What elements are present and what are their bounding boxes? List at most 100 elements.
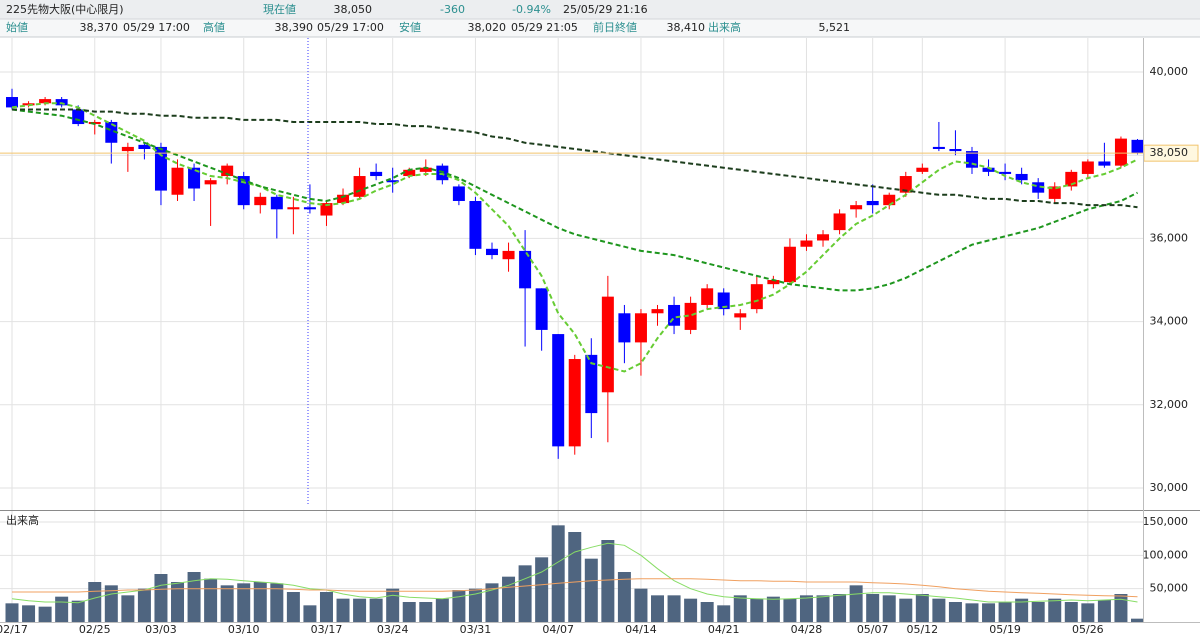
volume-bar xyxy=(651,595,665,622)
candle-body xyxy=(502,250,515,260)
candle-body xyxy=(337,194,350,204)
candle-body xyxy=(419,167,432,172)
volume-bar xyxy=(750,598,764,622)
candle-body xyxy=(370,171,383,177)
candle-body xyxy=(750,284,763,310)
x-tick-label: 03/31 xyxy=(460,623,492,634)
x-tick-label: 03/17 xyxy=(311,623,343,634)
candle-body xyxy=(1015,173,1028,181)
volume-bar xyxy=(1064,602,1078,622)
candle-body xyxy=(1048,186,1061,199)
candle-body xyxy=(138,144,151,150)
candle-body xyxy=(403,169,416,177)
candle-body xyxy=(916,167,929,172)
volume-bar xyxy=(286,592,300,622)
volume-bar xyxy=(303,605,317,622)
y-tick-label: 34,000 xyxy=(1150,315,1189,328)
candle-body xyxy=(1081,161,1094,174)
moving-average xyxy=(12,108,1138,209)
candle-body xyxy=(684,302,697,330)
field-value: 38,410 xyxy=(667,21,706,34)
candle-body xyxy=(154,146,167,191)
x-tick-label: 04/28 xyxy=(791,623,823,634)
candle-body xyxy=(767,280,780,285)
volume-bar xyxy=(22,605,36,622)
volume-bar xyxy=(171,582,185,622)
volume-bar xyxy=(584,558,598,622)
candle-body xyxy=(1098,161,1111,166)
volume-bar xyxy=(71,600,85,622)
candle-body xyxy=(651,309,664,314)
volume-bar xyxy=(204,578,218,622)
candle-body xyxy=(601,296,614,393)
instrument-title: 225先物大阪(中心限月) xyxy=(6,2,124,16)
volume-bar xyxy=(783,598,797,622)
x-tick-label: 05/07 xyxy=(857,623,889,634)
volume-bar xyxy=(319,592,333,622)
volume-bar xyxy=(452,590,466,622)
field-time: 05/29 17:00 xyxy=(317,21,384,34)
field-time: 05/29 17:00 xyxy=(123,21,190,34)
volume-bar xyxy=(882,595,896,622)
volume-bar xyxy=(965,603,979,622)
x-tick-label: 05/19 xyxy=(989,623,1021,634)
candle-body xyxy=(800,240,813,247)
volume-bar xyxy=(419,602,433,622)
candle-body xyxy=(55,99,68,106)
volume-bar xyxy=(55,596,69,622)
field-value: 38,370 xyxy=(80,21,119,34)
volume-bar xyxy=(915,594,929,622)
candle-body xyxy=(204,180,217,185)
candle-body xyxy=(1032,182,1045,193)
candle-body xyxy=(254,196,267,206)
candle-body xyxy=(618,313,631,343)
volume-bar xyxy=(766,596,780,622)
candle-body xyxy=(237,176,250,206)
field-time: 05/29 21:05 xyxy=(511,21,578,34)
candle-body xyxy=(899,176,912,193)
y-tick-label: 32,000 xyxy=(1150,398,1189,411)
moving-average xyxy=(12,578,1138,598)
candle-body xyxy=(883,194,896,206)
candle-body xyxy=(121,146,134,152)
volume-bar xyxy=(154,574,168,622)
volume-bar xyxy=(237,583,251,622)
x-tick-label: 05/12 xyxy=(906,623,938,634)
candle-body xyxy=(817,234,830,241)
candle-body xyxy=(568,359,581,447)
field-value: 38,050 xyxy=(334,3,373,16)
volume-bar xyxy=(369,598,383,622)
header-row xyxy=(0,19,1200,37)
candle-body xyxy=(535,288,548,330)
change-pct: -0.94% xyxy=(512,3,551,16)
x-tick-label: 03/24 xyxy=(377,623,409,634)
field-label: 前日終値 xyxy=(593,20,637,34)
current-price-label: 38,050 xyxy=(1150,146,1189,159)
volume-bar xyxy=(535,557,549,622)
volume-bar xyxy=(402,602,416,622)
volume-bar xyxy=(336,598,350,622)
candle-body xyxy=(519,250,532,289)
volume-bar xyxy=(899,598,913,622)
candle-body xyxy=(22,103,35,106)
candle-body xyxy=(386,180,399,183)
candle-body xyxy=(485,248,498,256)
candle-body xyxy=(320,203,333,216)
volume-bar xyxy=(617,572,631,622)
volume-bar xyxy=(270,583,284,622)
field-value: 38,020 xyxy=(468,21,507,34)
volume-bar xyxy=(253,582,267,622)
volume-bar xyxy=(468,588,482,622)
candle-body xyxy=(221,165,234,177)
volume-bar xyxy=(485,583,499,622)
candle-body xyxy=(668,304,681,326)
volume-bar xyxy=(1048,598,1062,622)
volume-bar xyxy=(998,602,1012,622)
x-tick-label: 04/21 xyxy=(708,623,740,634)
x-tick-label: 04/14 xyxy=(625,623,657,634)
candle-body xyxy=(552,334,565,447)
candle-body xyxy=(287,207,300,210)
volume-bar xyxy=(1015,598,1029,622)
candle-body xyxy=(701,288,714,305)
